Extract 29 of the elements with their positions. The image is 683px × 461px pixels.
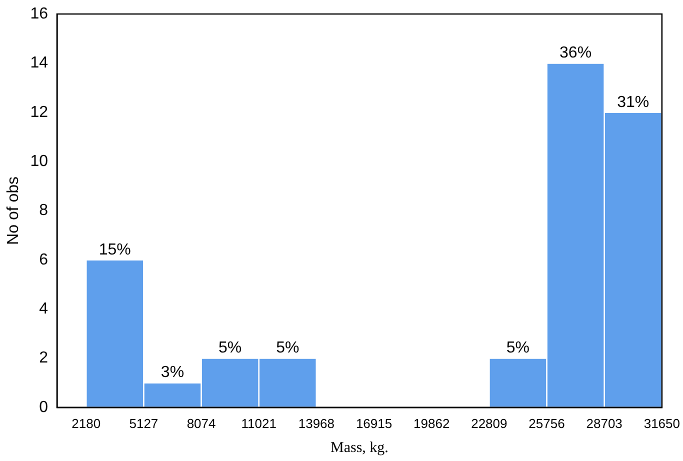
annotation: 5% (506, 340, 530, 357)
y-tick-label: 14 (30, 54, 48, 72)
annotation: 5% (218, 340, 242, 357)
y-tick-label: 0 (39, 398, 48, 416)
x-tick-label: 8074 (186, 416, 216, 431)
y-tick-label: 4 (39, 300, 48, 318)
x-tick-label: 11021 (241, 416, 276, 431)
annotation: 36% (560, 44, 592, 62)
y-tick-label: 8 (39, 202, 48, 220)
x-tick-label: 25756 (528, 416, 565, 431)
x-tick-label: 2180 (72, 416, 101, 431)
x-axis-title: Mass, kg. (330, 440, 388, 456)
annotation: 3% (160, 364, 184, 382)
x-tick-label: 5127 (129, 416, 158, 431)
y-axis-title: No of obs (5, 176, 22, 245)
x-tick-label: 28703 (586, 416, 622, 431)
y-tick-label: 10 (30, 152, 48, 170)
x-tick-label: 19862 (414, 416, 450, 431)
x-tick-label: 13968 (298, 416, 335, 431)
y-tick-label: 12 (30, 104, 48, 121)
x-tick-label: 16915 (356, 416, 392, 431)
x-tick-label: 31650 (644, 416, 680, 431)
annotation: 15% (98, 241, 131, 258)
annotation: 5% (276, 340, 300, 357)
y-tick-label: 6 (39, 251, 48, 268)
annotation: 31% (617, 94, 650, 111)
y-tick-label: 16 (30, 5, 48, 22)
x-tick-label: 22809 (471, 416, 508, 431)
y-tick-label: 2 (39, 350, 48, 367)
